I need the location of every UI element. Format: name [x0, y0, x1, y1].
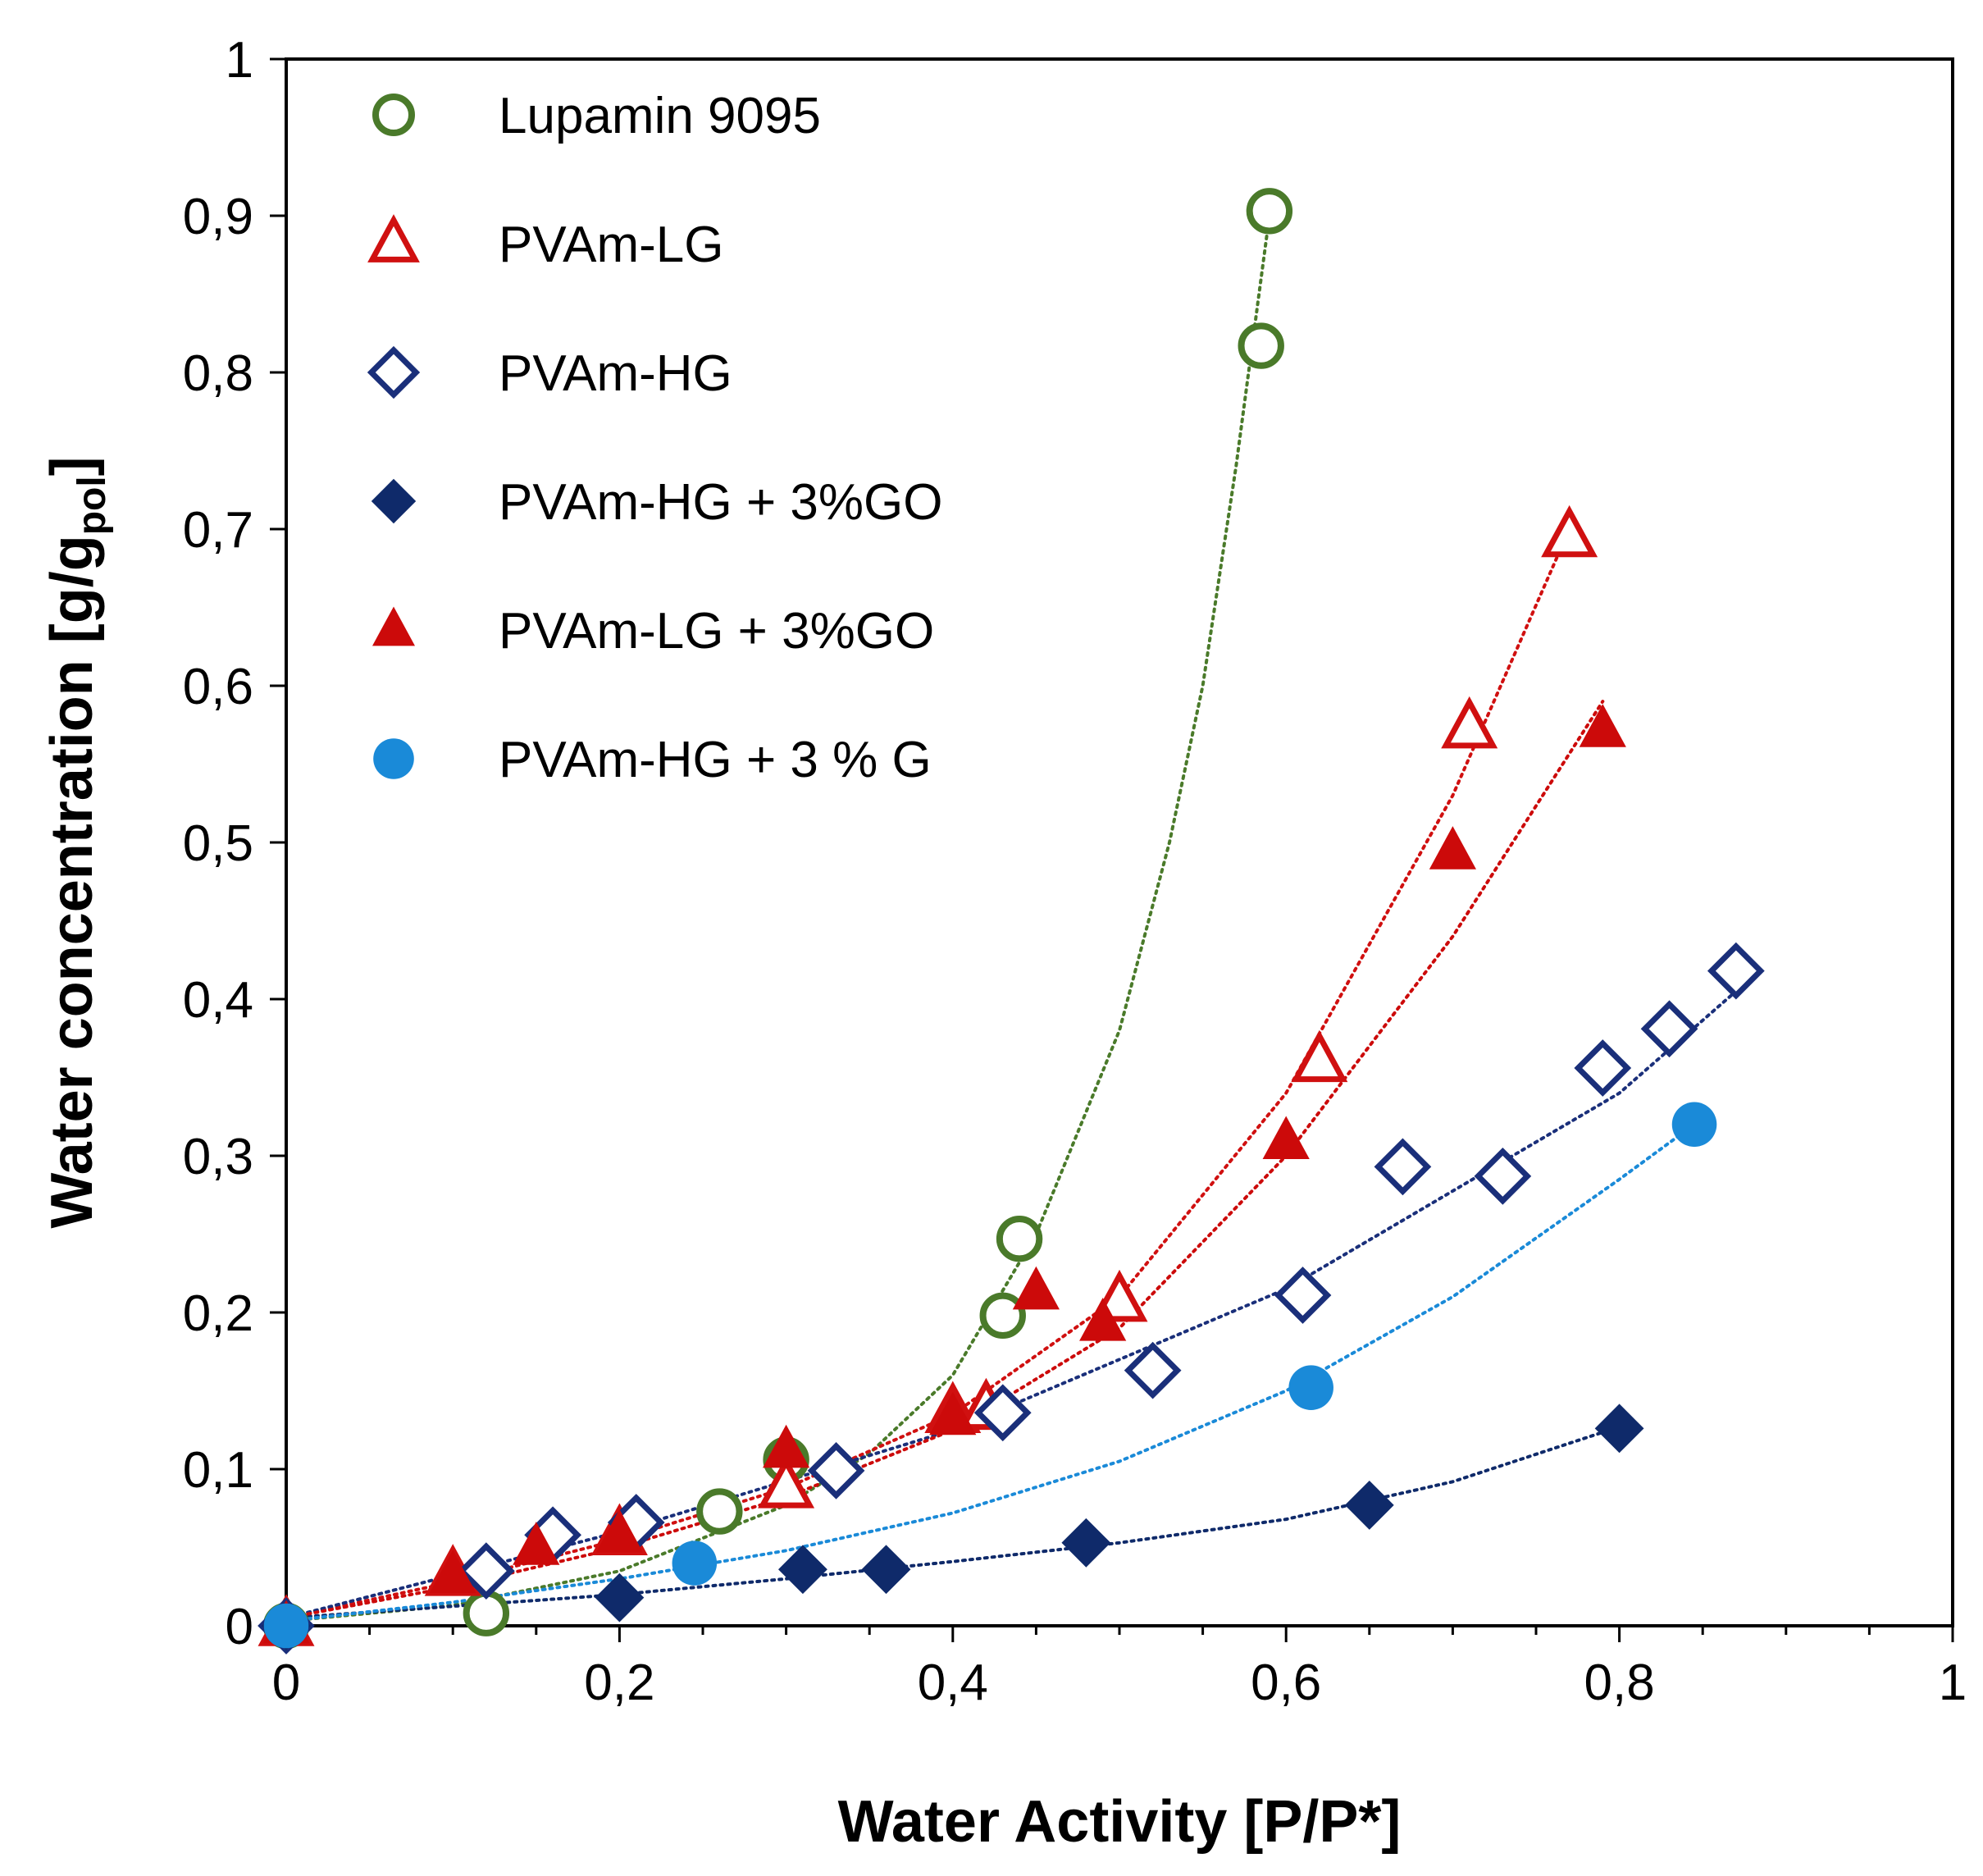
- data-point: [1574, 1039, 1632, 1097]
- legend-entry: Lupamin 9095: [372, 88, 821, 144]
- legend-entry: PVAm-HG + 3 % G: [373, 732, 932, 788]
- x-tick-labels: 0 0,2 0,4 0,6 0,8 1: [272, 1655, 1967, 1711]
- data-point: [595, 1572, 645, 1623]
- data-point: [763, 1424, 810, 1468]
- y-axis-title-main: Water concentration [g/g: [39, 535, 105, 1228]
- legend-marker: [371, 478, 417, 524]
- fit-curve: [285, 527, 1571, 1620]
- data-point: [778, 1545, 827, 1595]
- data-point: [1441, 696, 1498, 749]
- series-markers: [258, 504, 1598, 1646]
- x-tick-label: 0,4: [918, 1655, 988, 1711]
- data-point: [1579, 704, 1626, 747]
- data-point: [1594, 1404, 1644, 1454]
- x-axis-title: Water Activity [P/P*]: [838, 1789, 1402, 1855]
- y-tick-label: 0,6: [183, 659, 253, 715]
- legend-entry: PVAm-HG: [367, 345, 732, 402]
- y-axis-title: Water concentration [g/gpol]: [39, 456, 114, 1228]
- data-point: [595, 1509, 643, 1553]
- data-point: [1079, 1297, 1127, 1341]
- fit-curve: [285, 1425, 1621, 1620]
- legend-marker: [372, 94, 415, 136]
- legend-label: PVAm-HG + 3%GO: [499, 474, 942, 531]
- y-tick-label: 0,8: [183, 345, 253, 402]
- legend-label: PVAm-LG + 3%GO: [499, 603, 934, 660]
- y-tick-label: 1: [226, 32, 253, 89]
- x-tick-label: 0,2: [584, 1655, 654, 1711]
- legend-entry: PVAm-LG + 3%GO: [372, 603, 934, 660]
- data-point: [1374, 1138, 1432, 1196]
- data-point: [1238, 322, 1284, 369]
- data-point: [1274, 1267, 1332, 1324]
- y-axis-title-subscript: pol: [71, 476, 114, 535]
- y-tick-label: 0,5: [183, 815, 253, 872]
- legend-entry: PVAm-HG + 3%GO: [371, 474, 942, 531]
- y-tick-label: 0: [226, 1599, 253, 1655]
- data-point: [1124, 1341, 1182, 1399]
- legend-label: PVAm-LG: [499, 217, 723, 273]
- data-point: [513, 1522, 560, 1565]
- legend: Lupamin 9095 PVAm-LG PVAm-HG PVAm-HG + 3%GO…: [367, 88, 942, 788]
- x-tick-label: 0,8: [1584, 1655, 1654, 1711]
- y-tick-label: 0,2: [183, 1285, 253, 1342]
- x-tick-label: 1: [1939, 1655, 1967, 1711]
- data-markers: [258, 188, 1765, 1655]
- data-point: [1541, 504, 1598, 558]
- data-point: [672, 1541, 718, 1586]
- legend-marker: [373, 738, 414, 779]
- plot-area-frame: [285, 57, 1954, 1627]
- data-point: [973, 1384, 1032, 1442]
- legend-label: Lupamin 9095: [499, 88, 821, 144]
- y-axis-title-end: ]: [39, 456, 105, 476]
- data-point: [1344, 1481, 1394, 1530]
- legend-marker: [367, 214, 420, 262]
- axis-ticks: [270, 57, 1954, 1642]
- data-point: [996, 1216, 1043, 1262]
- y-tick-label: 0,3: [183, 1129, 253, 1185]
- data-point: [1640, 1000, 1698, 1058]
- x-tick-label: 0: [272, 1655, 300, 1711]
- data-point: [263, 1603, 309, 1649]
- data-point: [929, 1391, 977, 1436]
- data-point: [1012, 1266, 1060, 1310]
- x-tick-label: 0,6: [1251, 1655, 1321, 1711]
- series-markers: [262, 188, 1293, 1650]
- data-point: [1061, 1518, 1111, 1568]
- data-point: [1474, 1147, 1532, 1205]
- data-point: [979, 1292, 1026, 1340]
- data-point: [1671, 1102, 1717, 1148]
- data-point: [1707, 942, 1765, 1000]
- data-point: [457, 1542, 515, 1600]
- data-point: [1429, 826, 1476, 870]
- data-point: [861, 1545, 911, 1595]
- legend-entry: PVAm-LG: [367, 214, 723, 273]
- y-tick-label: 0,4: [183, 972, 253, 1029]
- y-tick-label: 0,9: [183, 189, 253, 245]
- legend-label: PVAm-HG + 3 % G: [499, 732, 932, 788]
- y-tick-label: 0,7: [183, 502, 253, 559]
- legend-marker: [367, 345, 421, 399]
- fit-curve: [285, 214, 1271, 1623]
- data-point: [1291, 1029, 1348, 1083]
- data-point: [1288, 1365, 1333, 1410]
- data-point: [807, 1442, 865, 1499]
- y-tick-label: 0,1: [183, 1442, 253, 1499]
- data-point: [429, 1550, 476, 1594]
- y-tick-labels: 0 0,1 0,2 0,3 0,4 0,5 0,6 0,7 0,8 0,9 1: [183, 32, 253, 1655]
- data-point: [758, 1456, 815, 1509]
- data-point: [696, 1488, 743, 1535]
- legend-marker: [372, 606, 415, 646]
- fit-curve: [285, 1122, 1696, 1623]
- data-point: [1262, 1116, 1310, 1160]
- series-markers: [263, 1102, 1717, 1649]
- data-point: [1246, 188, 1293, 235]
- legend-label: PVAm-HG: [499, 345, 732, 402]
